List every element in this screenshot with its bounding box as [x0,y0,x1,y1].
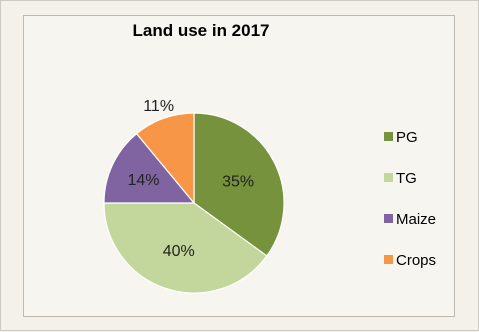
pie-slice-maize [103,132,196,204]
pie-slice-pg [193,112,285,257]
legend-label-pg: PG [396,129,418,146]
legend-label-tg: TG [396,170,417,187]
legend-swatch-tg [384,173,393,182]
data-label-tg: 40% [163,243,195,260]
data-label-crops: 11% [143,98,174,115]
data-label-pg: 35% [222,174,254,191]
legend-swatch-crops [384,255,393,264]
data-label-maize: 14% [127,172,159,189]
pie-slice-crops [135,112,195,205]
pie-slice-tg [103,202,268,294]
legend-label-crops: Crops [396,252,436,269]
legend-label-maize: Maize [396,211,436,228]
legend-swatch-pg [384,132,393,141]
chart-title: Land use in 2017 [132,21,270,40]
legend-swatch-maize [384,214,393,223]
